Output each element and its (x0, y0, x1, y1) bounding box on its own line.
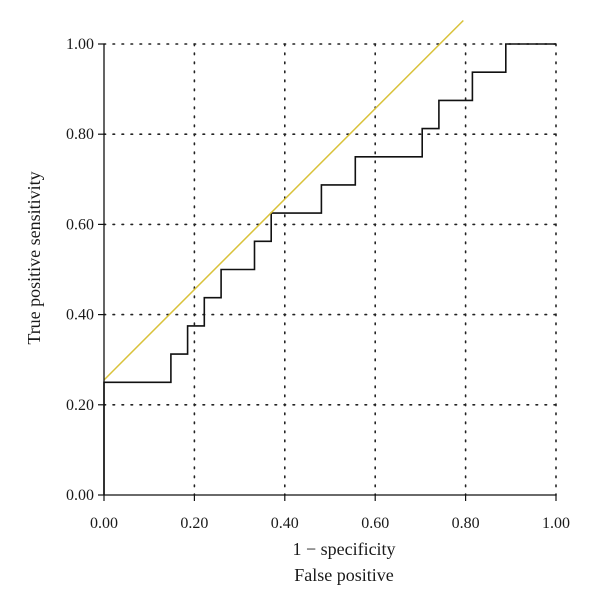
ticks (98, 43, 557, 501)
x-tick-label: 0.20 (180, 515, 208, 532)
y-tick-label: 0.20 (66, 397, 94, 414)
axes (103, 44, 556, 496)
series-layer (103, 19, 556, 495)
x-tick-label: 0.80 (452, 515, 480, 532)
grid (103, 43, 557, 496)
y-tick-label: 0.40 (66, 307, 94, 324)
y-tick-label: 0.60 (66, 216, 94, 233)
tick-labels: 0.00 0.20 0.40 0.60 0.80 1.00 0.00 0.20 0.40 0.60… (66, 36, 570, 532)
x-tick-label: 0.60 (361, 515, 389, 532)
x-tick-label: 0.00 (90, 515, 118, 532)
reference-line (103, 19, 464, 381)
x-tick-label: 1.00 (542, 515, 570, 532)
y-tick-label: 0.80 (66, 126, 94, 143)
y-tick-label: 0.00 (66, 487, 94, 504)
roc-step-curve (103, 43, 556, 495)
x-axis-title-line-1: 1 − specificity (292, 539, 395, 559)
x-tick-label: 0.40 (271, 515, 299, 532)
x-axis-title-line-2: False positive (294, 565, 394, 585)
y-tick-label: 1.00 (66, 36, 94, 53)
y-axis-title: True positive sensitivity (24, 171, 44, 344)
